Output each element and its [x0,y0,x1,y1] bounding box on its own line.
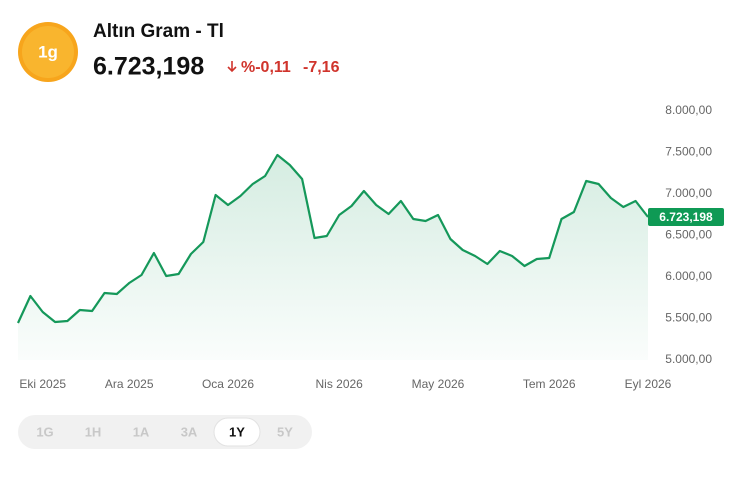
x-tick-label: Tem 2026 [523,377,576,391]
range-button[interactable]: 3A [181,424,198,439]
y-tick-label: 7.000,00 [665,186,712,200]
change: -7,16 [303,59,340,76]
last-value-label: 6.723,198 [659,210,713,224]
range-button[interactable]: 1H [85,424,102,439]
range-button[interactable]: 5Y [277,424,293,439]
y-tick-label: 6.000,00 [665,269,712,283]
title: Altın Gram - Tl [93,21,224,42]
line [17,153,649,324]
down-arrow [227,61,237,73]
x-tick-label: Eki 2025 [19,377,66,391]
icon-inner [22,26,74,78]
range-button[interactable]: 1G [36,424,53,439]
y-tick-label: 7.500,00 [665,145,712,159]
y-tick-label: 5.500,00 [665,311,712,325]
x-tick-label: Oca 2026 [202,377,254,391]
area [18,155,648,360]
x-tick-label: May 2026 [412,377,465,391]
range-button[interactable]: 1Y [229,424,245,439]
x-tick-label: Ara 2025 [105,377,154,391]
price: 6.723,198 [93,53,204,81]
x-tick-label: Nis 2026 [315,377,363,391]
range-bar [18,415,312,449]
icon-label: 1g [38,42,58,61]
range-buttons: 1G 1H 1A 3A 1Y 5Y [36,417,293,447]
y-tick-label: 8.000,00 [665,103,712,117]
change-percent: %-0,11 [241,59,291,76]
y-tick-label: 6.500,00 [665,228,712,242]
range-button[interactable]: 1A [133,424,150,439]
active-range[interactable] [213,417,261,447]
x-tick-label: Eyl 2026 [625,377,672,391]
plot: 5.000,00 5.500,00 6.000,00 6.500,00 7.000,00… [17,103,724,391]
y-tick-label: 5.000,00 [665,352,712,366]
last-value-badge [648,207,724,226]
